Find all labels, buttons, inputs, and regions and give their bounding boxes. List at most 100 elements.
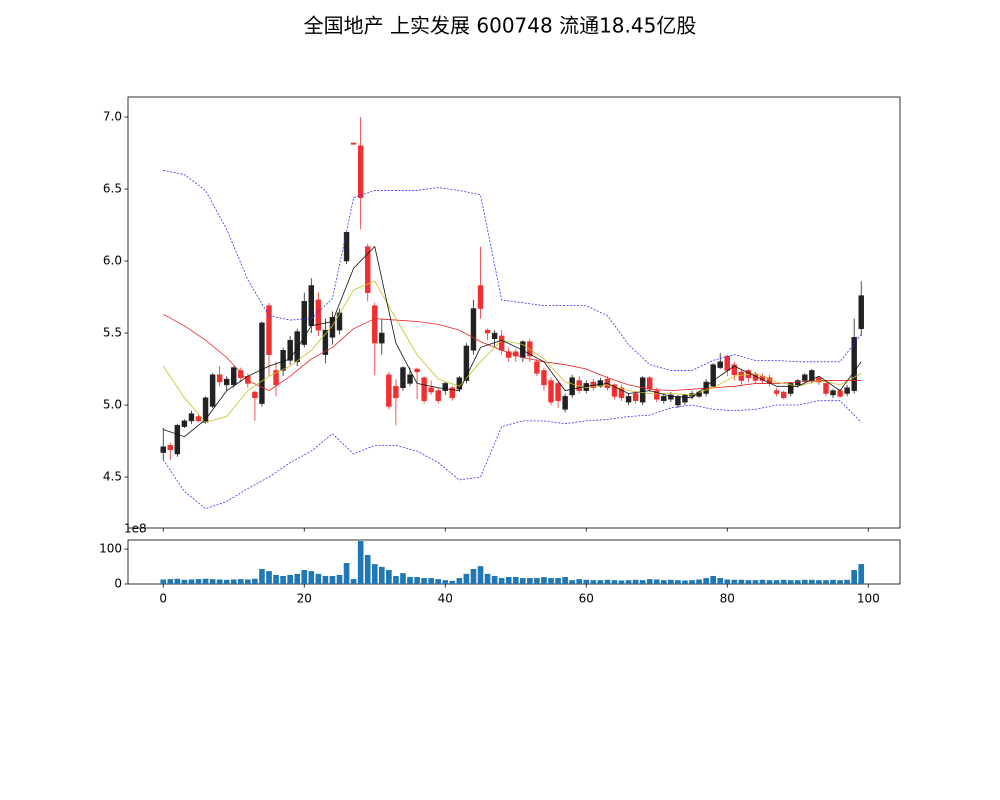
volume-bar: [632, 579, 639, 584]
candle-body: [160, 446, 166, 453]
candle-body: [858, 295, 864, 329]
volume-bar: [597, 580, 604, 584]
volume-bar: [639, 580, 646, 584]
volume-bar: [505, 577, 512, 584]
volume-bar: [463, 573, 470, 584]
candle-body: [386, 374, 392, 407]
indicator-line: [162, 280, 862, 423]
volume-bar: [745, 580, 752, 584]
candle-body: [823, 383, 829, 394]
volume-bar: [477, 566, 484, 584]
candle-body: [802, 374, 808, 381]
candle-body: [223, 378, 230, 386]
candle-body: [449, 387, 456, 399]
volume-bar: [280, 575, 286, 584]
x-tick-label: 60: [579, 592, 594, 606]
volume-bar: [519, 578, 526, 584]
volume-bar: [216, 579, 223, 584]
candle-body: [209, 374, 216, 407]
candle-body: [816, 377, 822, 383]
candle-body: [484, 329, 491, 334]
candle-body: [400, 367, 406, 388]
volume-bar: [421, 578, 427, 584]
volume-bar: [583, 579, 590, 584]
volume-bar: [668, 579, 674, 584]
volume-bar: [188, 579, 195, 584]
volume-bar: [604, 579, 611, 584]
candle-body: [181, 420, 188, 427]
candle-body: [661, 396, 667, 401]
candle-body: [188, 413, 195, 422]
candle-body: [498, 335, 505, 351]
volume-bar: [456, 578, 463, 584]
candle-body: [555, 383, 561, 401]
volume-bar: [308, 571, 315, 584]
volume-bar: [336, 574, 343, 584]
candle-body: [329, 316, 336, 338]
volume-bar: [802, 579, 808, 584]
volume-bar: [400, 573, 406, 584]
volume-bar: [322, 575, 329, 584]
volume-bar: [378, 566, 385, 584]
x-tick-label: 40: [438, 592, 453, 606]
candle-body: [463, 345, 470, 381]
volume-bar: [237, 579, 244, 584]
candle-body: [738, 371, 745, 381]
volume-bar: [794, 580, 801, 584]
candle-body: [569, 377, 575, 396]
volume-bar: [675, 580, 681, 584]
volume-bar: [787, 580, 794, 584]
y-tick-label: 5.0: [103, 398, 122, 412]
candle-body: [294, 331, 300, 363]
volume-bar: [181, 579, 188, 584]
volume-bar: [357, 541, 364, 584]
x-tick-label: 20: [297, 592, 312, 606]
volume-bar: [484, 573, 491, 584]
candle-body: [195, 416, 202, 422]
candle-body: [336, 312, 343, 331]
volume-bar: [576, 579, 583, 584]
candle-body: [174, 424, 181, 455]
candle-body: [618, 387, 625, 399]
volume-bar: [209, 579, 216, 584]
volume-bar: [266, 571, 272, 584]
volume-bar: [703, 578, 709, 584]
candle-body: [428, 387, 434, 393]
candle-body: [379, 332, 385, 344]
volume-bar: [689, 580, 695, 584]
volume-bar: [435, 579, 442, 584]
y-tick-label: 0: [114, 577, 122, 591]
candle-body: [639, 377, 646, 403]
volume-bar: [202, 578, 209, 584]
candle-body: [562, 396, 568, 410]
volume-bar: [230, 579, 237, 584]
volume-bar: [273, 574, 279, 584]
candle-body: [364, 246, 371, 293]
candle-body: [357, 145, 364, 198]
candle-body: [372, 305, 378, 344]
volume-bar: [759, 579, 766, 584]
volume-bar: [590, 580, 597, 584]
volume-bar: [498, 578, 505, 584]
volume-bar: [223, 579, 230, 584]
candle-body: [393, 386, 399, 399]
volume-bar: [527, 578, 533, 584]
volume-bar: [816, 580, 822, 584]
candle-body: [238, 370, 244, 378]
candle-body: [273, 370, 279, 386]
candle-body: [795, 380, 801, 386]
candle-body: [611, 384, 618, 397]
candle-body: [421, 377, 427, 401]
volume-bar: [167, 579, 174, 584]
volume-bar: [195, 579, 202, 584]
candle-body: [491, 332, 498, 340]
volume-bar: [442, 580, 449, 584]
candle-body: [710, 364, 716, 387]
volume-bar: [660, 580, 667, 584]
volume-bar: [245, 579, 251, 584]
volume-bar: [773, 580, 780, 584]
candle-body: [654, 390, 660, 400]
candle-body: [322, 329, 329, 355]
volume-bar: [653, 579, 660, 584]
